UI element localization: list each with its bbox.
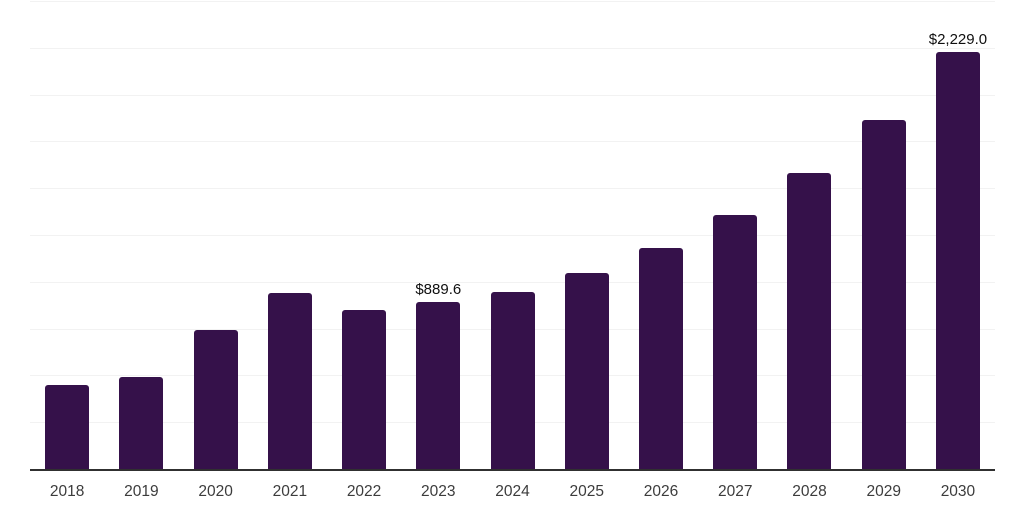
gridline <box>30 47 995 49</box>
bar-chart: $889.6 $2,229.0 2018 2019 2020 2021 2022 2023 2… <box>30 1 995 501</box>
bar-column-2027 <box>698 1 772 469</box>
bar-2019 <box>119 377 164 469</box>
bar-column-2018 <box>30 1 104 469</box>
bar-2021 <box>267 293 312 469</box>
bar-column-2022 <box>327 1 401 469</box>
bar-2024 <box>490 291 535 469</box>
bar-2025 <box>564 272 609 469</box>
gridline <box>30 235 995 236</box>
bar-2018 <box>45 384 90 469</box>
bar-2027 <box>713 214 758 469</box>
bar-2030 <box>935 51 980 469</box>
bar-column-2026 <box>624 1 698 469</box>
bar-column-2019 <box>104 1 178 469</box>
bar-column-2030: $2,229.0 <box>921 1 995 469</box>
value-label-2030: $2,229.0 <box>928 30 988 48</box>
bar-column-2021 <box>253 1 327 469</box>
gridline <box>30 281 995 283</box>
plot-area: $889.6 $2,229.0 <box>30 1 995 471</box>
bar-2028 <box>787 173 832 469</box>
bar-column-2028 <box>772 1 846 469</box>
x-tick-2030: 2030 <box>940 483 976 500</box>
bar-2029 <box>861 120 906 469</box>
bar-column-2029 <box>847 1 921 469</box>
bar-2023 <box>416 302 461 469</box>
x-tick-2029: 2029 <box>866 483 901 500</box>
bar-2026 <box>638 247 683 469</box>
gridline <box>30 188 995 190</box>
x-tick-2022: 2022 <box>346 483 382 500</box>
x-tick-2026: 2026 <box>643 483 679 500</box>
bar-column-2023: $889.6 <box>401 1 475 469</box>
gridline <box>30 94 995 96</box>
value-label-2023: $889.6 <box>415 281 462 299</box>
gridline <box>30 1 995 2</box>
bar-2020 <box>193 330 238 469</box>
x-tick-2028: 2028 <box>792 483 827 500</box>
gridline <box>30 141 995 143</box>
bar-column-2024 <box>475 1 549 469</box>
x-tick-2023: 2023 <box>421 483 456 500</box>
x-axis-labels: 2018 2019 2020 2021 2022 2023 2024 2025 2026 2027… <box>30 471 995 501</box>
x-tick-2019: 2019 <box>124 483 159 500</box>
x-tick-2018: 2018 <box>49 483 85 500</box>
x-tick-2025: 2025 <box>569 483 604 500</box>
bar-column-2020 <box>178 1 252 469</box>
bar-column-2025 <box>550 1 624 469</box>
x-tick-2024: 2024 <box>495 483 530 500</box>
x-tick-2020: 2020 <box>198 483 233 500</box>
bars: $889.6 $2,229.0 <box>30 1 995 469</box>
bar-2022 <box>342 309 387 469</box>
x-tick-2021: 2021 <box>272 483 308 500</box>
x-tick-2027: 2027 <box>717 483 753 500</box>
